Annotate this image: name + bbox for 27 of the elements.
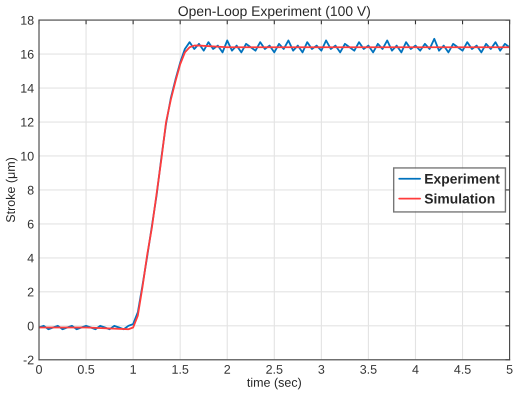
x-tick-label: 2 xyxy=(224,364,230,374)
legend-label: Experiment xyxy=(425,174,500,186)
x-tick-label: 0.5 xyxy=(78,364,94,374)
y-tick-label: 14 xyxy=(21,84,34,93)
x-tick-label: 4.5 xyxy=(454,365,471,374)
x-tick-label: 1 xyxy=(130,365,136,374)
y-tick-label: 6 xyxy=(28,220,34,229)
x-tick-label: 3.5 xyxy=(360,364,377,374)
y-tick-label: 0 xyxy=(28,322,34,330)
y-tick-label: 12 xyxy=(21,118,34,127)
y-axis-title: Stroke (μm) xyxy=(6,158,18,222)
x-tick-label: 2.5 xyxy=(266,364,282,374)
y-tick-label: 16 xyxy=(21,50,34,59)
x-tick-label: 4 xyxy=(412,365,419,374)
y-tick-label: 10 xyxy=(21,152,34,161)
y-tick-label: 4 xyxy=(27,254,34,262)
y-tick-label: 2 xyxy=(28,288,34,296)
y-tick-label: -2 xyxy=(24,356,34,364)
chart-title: Open-Loop Experiment (100 V) xyxy=(178,6,370,19)
x-tick-label: 3 xyxy=(318,364,324,374)
y-tick-label: 18 xyxy=(21,16,34,25)
x-tick-label: 5 xyxy=(506,365,513,374)
legend-label: Simulation xyxy=(424,193,494,204)
y-tick-label: 8 xyxy=(28,186,34,195)
x-axis-title: time (sec) xyxy=(247,378,301,390)
x-tick-label: 0 xyxy=(36,364,42,374)
x-tick-label: 1.5 xyxy=(172,365,188,374)
